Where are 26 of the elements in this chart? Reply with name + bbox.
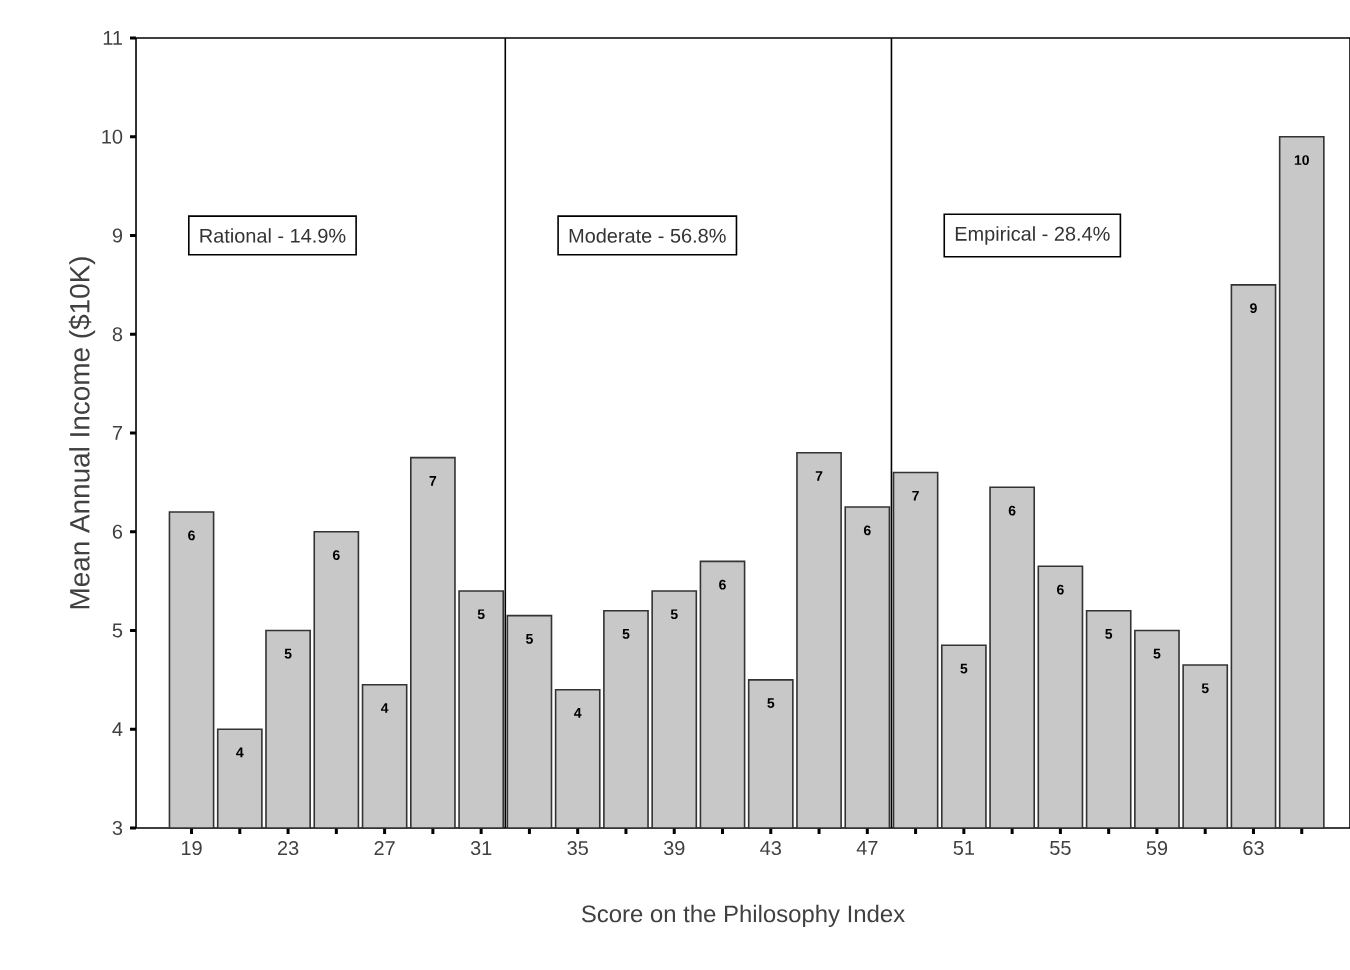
y-tick-label: 10: [102, 129, 123, 144]
y-axis-title: Mean Annual Income ($10K): [68, 257, 96, 609]
annotation: Moderate - 56.8%: [569, 228, 726, 243]
x-tick-label: 43: [760, 841, 781, 856]
x-tick-label: 59: [1146, 841, 1168, 856]
y-tick-label: 7: [112, 426, 122, 440]
annotation: Empirical - 28.4%: [955, 226, 1110, 245]
y-tick-label: 3: [112, 820, 123, 836]
x-tick-label: 19: [181, 841, 202, 856]
x-tick-label: 31: [470, 841, 492, 856]
x-tick-label: 23: [277, 841, 299, 856]
y-tick-label: 9: [112, 228, 123, 243]
x-tick-label: 63: [1243, 841, 1264, 856]
x-tick-label: 39: [663, 841, 685, 856]
x-tick-label: 27: [374, 841, 395, 855]
y-tick-label: 11: [103, 31, 123, 45]
y-tick-label: 5: [112, 623, 123, 638]
y-tick-label: 8: [112, 327, 123, 342]
x-axis-title: Score on the Philosophy Index: [581, 904, 905, 928]
x-tick-label: 35: [567, 841, 588, 856]
x-tick-label: 47: [856, 841, 878, 855]
x-tick-label: 51: [953, 841, 974, 855]
annotation: Rational - 14.9%: [200, 228, 346, 243]
x-tick-label: 55: [1050, 841, 1071, 855]
y-tick-label: 4: [112, 722, 123, 737]
y-tick-label: 6: [112, 524, 123, 539]
